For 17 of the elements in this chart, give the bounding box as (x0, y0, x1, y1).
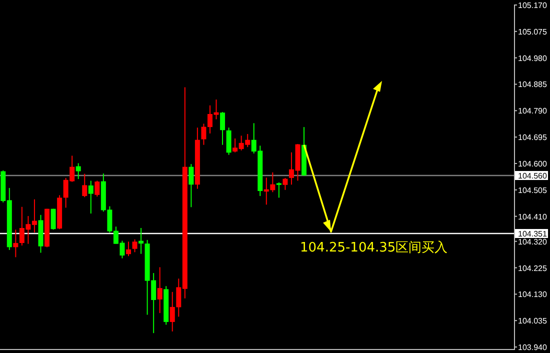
ref-line-label: 104.351 (518, 230, 548, 238)
y-tick-label: 104.980 (518, 54, 548, 63)
annotation: 104.25-104.35区间买入 (300, 240, 448, 256)
y-tick-label: 103.940 (518, 343, 548, 352)
y-tick-label: 104.790 (518, 106, 548, 116)
y-tick-label: 104.695 (518, 133, 548, 142)
y-tick-label: 105.075 (518, 27, 548, 36)
y-tick-label: 105.170 (518, 1, 548, 10)
y-tick-label: 104.035 (518, 316, 548, 326)
y-tick-label: 104.320 (518, 237, 548, 246)
y-tick-label: 104.130 (518, 290, 548, 300)
y-tick-label: 104.505 (518, 186, 548, 195)
y-tick-label: 104.600 (518, 159, 548, 168)
ref-line-label: 104.560 (518, 172, 548, 180)
y-tick-label: 104.885 (518, 80, 548, 90)
y-tick-label: 104.410 (518, 212, 548, 222)
y-tick-label: 104.225 (518, 264, 548, 273)
